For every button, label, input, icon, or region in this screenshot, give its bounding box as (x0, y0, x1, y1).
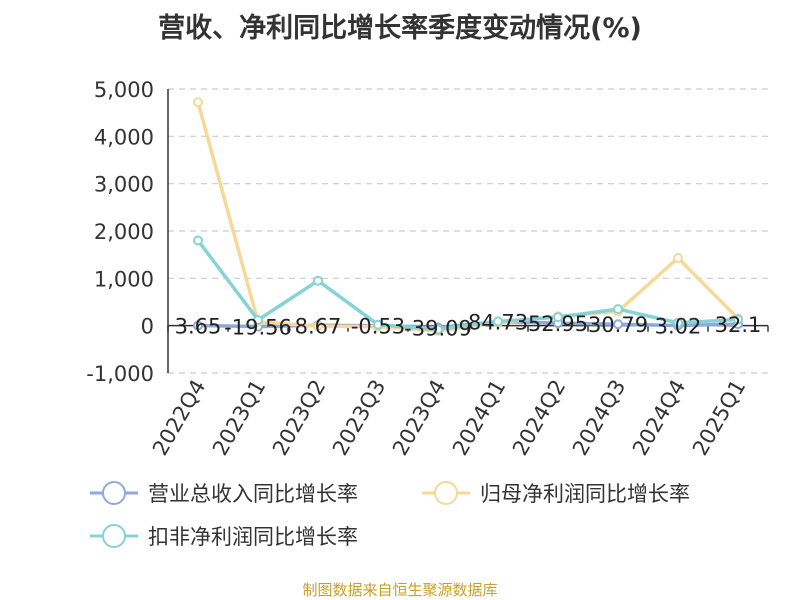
legend-marker-icon (422, 481, 470, 505)
data-label: 52.95 (528, 312, 588, 336)
data-point[interactable] (313, 275, 323, 286)
series-line (196, 239, 739, 332)
data-label: 30.79 (588, 313, 648, 337)
x-tick-label: 2023Q1 (208, 376, 270, 460)
legend-marker-icon (90, 524, 138, 548)
data-point[interactable] (613, 319, 623, 330)
y-tick-label: 2,000 (94, 220, 154, 244)
data-point[interactable] (493, 316, 503, 327)
data-label: -39.09 (404, 317, 472, 341)
data-label: 3.02 (655, 315, 702, 339)
y-tick-label: 1,000 (94, 267, 154, 291)
data-label: -19.56 (224, 316, 292, 340)
data-point[interactable] (673, 317, 683, 328)
legend-item-deducted-net-profit[interactable]: 扣非净利润同比增长率 (88, 521, 358, 551)
y-tick-label: 0 (141, 315, 154, 339)
x-tick-label: 2023Q2 (268, 376, 330, 460)
legend-label: 归母净利润同比增长率 (480, 482, 690, 506)
legend-item-net-profit[interactable]: 归母净利润同比增长率 (420, 478, 690, 508)
data-point[interactable] (433, 324, 443, 335)
x-tick-label: 2022Q4 (148, 376, 210, 460)
legend-label: 扣非净利润同比增长率 (148, 525, 358, 549)
y-tick-label: 3,000 (94, 173, 154, 197)
data-point[interactable] (553, 312, 563, 323)
data-label: 8.67 (295, 314, 342, 338)
chart-title: 营收、净利同比增长率季度变动情况(%) (158, 13, 642, 44)
x-tick-label: 2023Q4 (388, 376, 450, 460)
data-point[interactable] (733, 314, 743, 325)
x-tick-label: 2024Q4 (628, 376, 690, 460)
x-tick-label: 2024Q1 (448, 376, 510, 460)
legend-marker-icon (90, 481, 138, 505)
data-point[interactable] (613, 304, 623, 315)
x-tick-label: 2025Q1 (688, 376, 750, 460)
data-point[interactable] (193, 97, 203, 108)
data-point[interactable] (313, 321, 323, 332)
x-tick-label: 2023Q3 (328, 376, 390, 460)
legend-label: 营业总收入同比增长率 (148, 482, 358, 506)
legend-item-revenue[interactable]: 营业总收入同比增长率 (88, 478, 358, 508)
data-point[interactable] (673, 252, 683, 263)
y-tick-label: 4,000 (94, 125, 154, 149)
data-point[interactable] (373, 319, 383, 330)
data-point[interactable] (253, 314, 263, 325)
data-label: 3.65 (175, 314, 222, 338)
data-label: -0.53 (351, 315, 405, 339)
data-label: 84.73 (468, 311, 528, 335)
data-point[interactable] (193, 235, 203, 246)
data-point[interactable] (193, 320, 203, 331)
y-tick-label: 5,000 (94, 78, 154, 102)
x-tick-label: 2024Q2 (508, 376, 570, 460)
data-source-note: 制图数据来自恒生聚源数据库 (302, 581, 498, 599)
data-label: 32.1 (715, 313, 762, 337)
y-tick-label: -1,000 (86, 362, 154, 386)
x-tick-label: 2024Q3 (568, 376, 630, 460)
